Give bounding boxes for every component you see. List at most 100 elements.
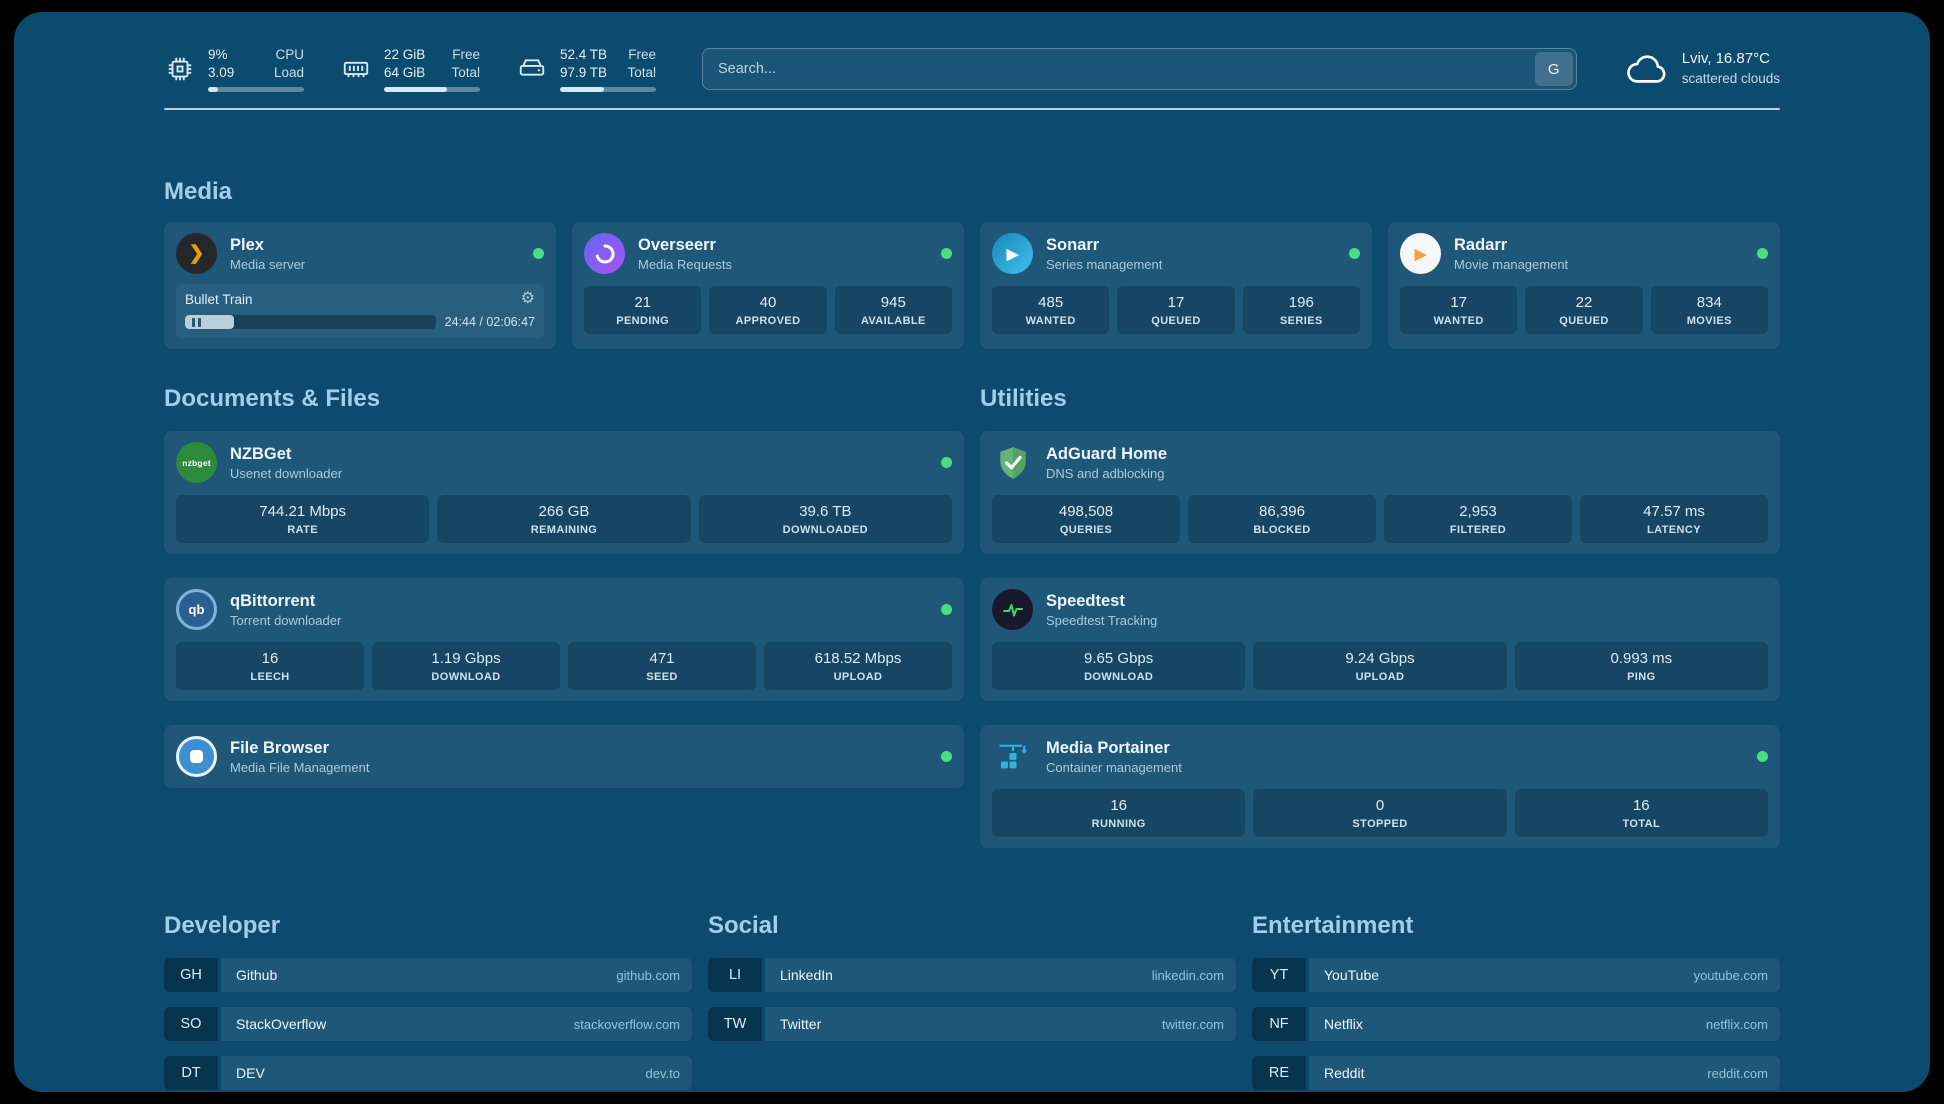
stat-ping: 0.993 ms PING bbox=[1514, 642, 1768, 690]
service-card-plex[interactable]: ❯ Plex Media server Bullet Train ⚙ bbox=[164, 222, 556, 349]
weather-widget[interactable]: Lviv, 16.87°C scattered clouds bbox=[1623, 49, 1780, 89]
bookmark-abbr: NF bbox=[1252, 1007, 1306, 1041]
service-name: qBittorrent bbox=[230, 591, 316, 610]
disk-icon bbox=[516, 53, 548, 85]
memory-widget: 22 GiB 64 GiB Free Total bbox=[340, 46, 480, 92]
bookmark-groups: Developer GH Github github.com SO StackO… bbox=[164, 912, 1780, 1092]
service-card-filebrowser[interactable]: File Browser Media File Management bbox=[164, 725, 964, 788]
disk-usage-bar bbox=[560, 87, 656, 92]
section-title-entertainment: Entertainment bbox=[1252, 912, 1414, 939]
gear-icon[interactable]: ⚙ bbox=[520, 290, 535, 307]
bookmark-name: Reddit bbox=[1324, 1065, 1365, 1081]
cpu-usage-bar bbox=[208, 87, 304, 92]
pause-icon[interactable] bbox=[185, 317, 201, 327]
memory-usage-bar bbox=[384, 87, 480, 92]
bookmark-name: Github bbox=[236, 967, 278, 983]
section-title-developer: Developer bbox=[164, 912, 281, 939]
service-card-radarr[interactable]: ▶ Radarr Movie management 17 WANTED bbox=[1388, 222, 1780, 349]
memory-total-value: 64 GiB bbox=[384, 65, 426, 80]
bookmark-dev[interactable]: DT DEV dev.to bbox=[164, 1056, 692, 1090]
stat-latency: 47.57 ms LATENCY bbox=[1580, 495, 1768, 543]
bookmark-abbr: TW bbox=[708, 1007, 762, 1041]
disk-readout: 52.4 TB 97.9 TB Free Total bbox=[560, 46, 656, 92]
bookmark-url: linkedin.com bbox=[1151, 967, 1224, 983]
qbittorrent-icon: qb bbox=[176, 589, 217, 630]
status-dot bbox=[941, 751, 952, 762]
service-card-sonarr[interactable]: ▶ Sonarr Series management 485 WANTED bbox=[980, 222, 1372, 349]
overseerr-icon bbox=[584, 233, 625, 274]
memory-free-value: 22 GiB bbox=[384, 47, 426, 62]
memory-total-label: Total bbox=[451, 65, 480, 80]
sonarr-play-glyph: ▶ bbox=[1006, 245, 1019, 263]
search-provider-button[interactable]: G bbox=[1534, 52, 1573, 86]
service-card-qbittorrent[interactable]: qb qBittorrent Torrent downloader 16 LEE… bbox=[164, 578, 964, 701]
plex-icon: ❯ bbox=[176, 233, 217, 274]
plex-chevron-glyph: ❯ bbox=[188, 243, 205, 264]
stat-leech: 16 LEECH bbox=[176, 642, 364, 690]
stat-upload: 9.24 Gbps UPLOAD bbox=[1253, 642, 1507, 690]
bookmark-group-entertainment: Entertainment YT YouTube youtube.com NF … bbox=[1252, 912, 1780, 1090]
bookmark-reddit[interactable]: RE Reddit reddit.com bbox=[1252, 1056, 1780, 1090]
service-card-nzbget[interactable]: nzbget NZBGet Usenet downloader 744.21 M… bbox=[164, 431, 964, 554]
playback-progress-fill bbox=[185, 315, 234, 329]
bookmark-url: github.com bbox=[616, 967, 680, 983]
bookmark-url: netflix.com bbox=[1705, 1016, 1768, 1032]
stat-movies: 834 MOVIES bbox=[1650, 286, 1768, 334]
bookmark-name: DEV bbox=[236, 1065, 265, 1081]
bookmark-youtube[interactable]: YT YouTube youtube.com bbox=[1252, 958, 1780, 992]
service-subtitle: Torrent downloader bbox=[230, 612, 342, 628]
middle-sections: Documents & Files nzbget NZBGet Usenet d… bbox=[164, 385, 1780, 848]
service-card-overseerr[interactable]: Overseerr Media Requests 21 PENDING 40 A… bbox=[572, 222, 964, 349]
speedtest-icon bbox=[992, 589, 1033, 630]
bookmark-group-social: Social LI LinkedIn linkedin.com TW Twitt… bbox=[708, 912, 1236, 1090]
service-card-speedtest[interactable]: Speedtest Speedtest Tracking 9.65 Gbps D… bbox=[980, 578, 1780, 701]
service-subtitle: Container management bbox=[1046, 759, 1182, 775]
bookmark-stackoverflow[interactable]: SO StackOverflow stackoverflow.com bbox=[164, 1007, 692, 1041]
section-title-media: Media bbox=[164, 178, 233, 205]
service-name: Speedtest bbox=[1046, 591, 1125, 610]
weather-condition: scattered clouds bbox=[1681, 71, 1780, 86]
header-divider bbox=[164, 108, 1780, 110]
now-playing-title: Bullet Train bbox=[185, 291, 253, 307]
service-subtitle: Speedtest Tracking bbox=[1046, 612, 1158, 628]
weather-location: Lviv, 16.87°C bbox=[1681, 50, 1770, 67]
bookmark-url: twitter.com bbox=[1161, 1016, 1224, 1032]
resource-widgets: 9% 3.09 CPU Load bbox=[164, 46, 656, 92]
nzbget-wordmark: nzbget bbox=[182, 457, 211, 468]
bookmark-github[interactable]: GH Github github.com bbox=[164, 958, 692, 992]
status-dot bbox=[1757, 248, 1768, 259]
bookmark-name: Twitter bbox=[780, 1016, 822, 1032]
disk-total-value: 97.9 TB bbox=[560, 65, 608, 80]
search-bar: G bbox=[702, 48, 1577, 90]
service-card-portainer[interactable]: Media Portainer Container management 16 … bbox=[980, 725, 1780, 848]
stat-wanted: 485 WANTED bbox=[992, 286, 1110, 334]
bookmark-abbr: LI bbox=[708, 958, 762, 992]
service-card-adguard[interactable]: AdGuard Home DNS and adblocking 498,508 … bbox=[980, 431, 1780, 554]
stat-stopped: 0 STOPPED bbox=[1253, 789, 1507, 837]
stat-available: 945 AVAILABLE bbox=[834, 286, 952, 334]
section-title-documents: Documents & Files bbox=[164, 385, 381, 412]
cpu-widget: 9% 3.09 CPU Load bbox=[164, 46, 304, 92]
playback-time: 24:44 / 02:06:47 bbox=[444, 315, 535, 329]
status-dot bbox=[533, 248, 544, 259]
service-subtitle: Media File Management bbox=[230, 759, 370, 775]
bookmark-url: youtube.com bbox=[1693, 967, 1768, 983]
bookmark-twitter[interactable]: TW Twitter twitter.com bbox=[708, 1007, 1236, 1041]
bookmark-linkedin[interactable]: LI LinkedIn linkedin.com bbox=[708, 958, 1236, 992]
section-utilities: Utilities AdGuard Home bbox=[980, 385, 1780, 848]
playback-progress-bar[interactable] bbox=[185, 315, 436, 329]
cpu-readout: 9% 3.09 CPU Load bbox=[208, 46, 304, 92]
search-input[interactable] bbox=[702, 48, 1577, 90]
status-dot bbox=[941, 457, 952, 468]
bookmark-abbr: DT bbox=[164, 1056, 218, 1090]
portainer-crane-icon bbox=[992, 736, 1033, 777]
bookmark-abbr: SO bbox=[164, 1007, 218, 1041]
service-subtitle: Usenet downloader bbox=[230, 465, 343, 481]
bookmark-abbr: YT bbox=[1252, 958, 1306, 992]
cpu-load-label: Load bbox=[273, 65, 304, 80]
status-dot bbox=[941, 248, 952, 259]
bookmark-netflix[interactable]: NF Netflix netflix.com bbox=[1252, 1007, 1780, 1041]
adguard-shield-icon bbox=[992, 442, 1033, 483]
service-name: Radarr bbox=[1454, 235, 1508, 254]
stat-downloaded: 39.6 TB DOWNLOADED bbox=[698, 495, 952, 543]
